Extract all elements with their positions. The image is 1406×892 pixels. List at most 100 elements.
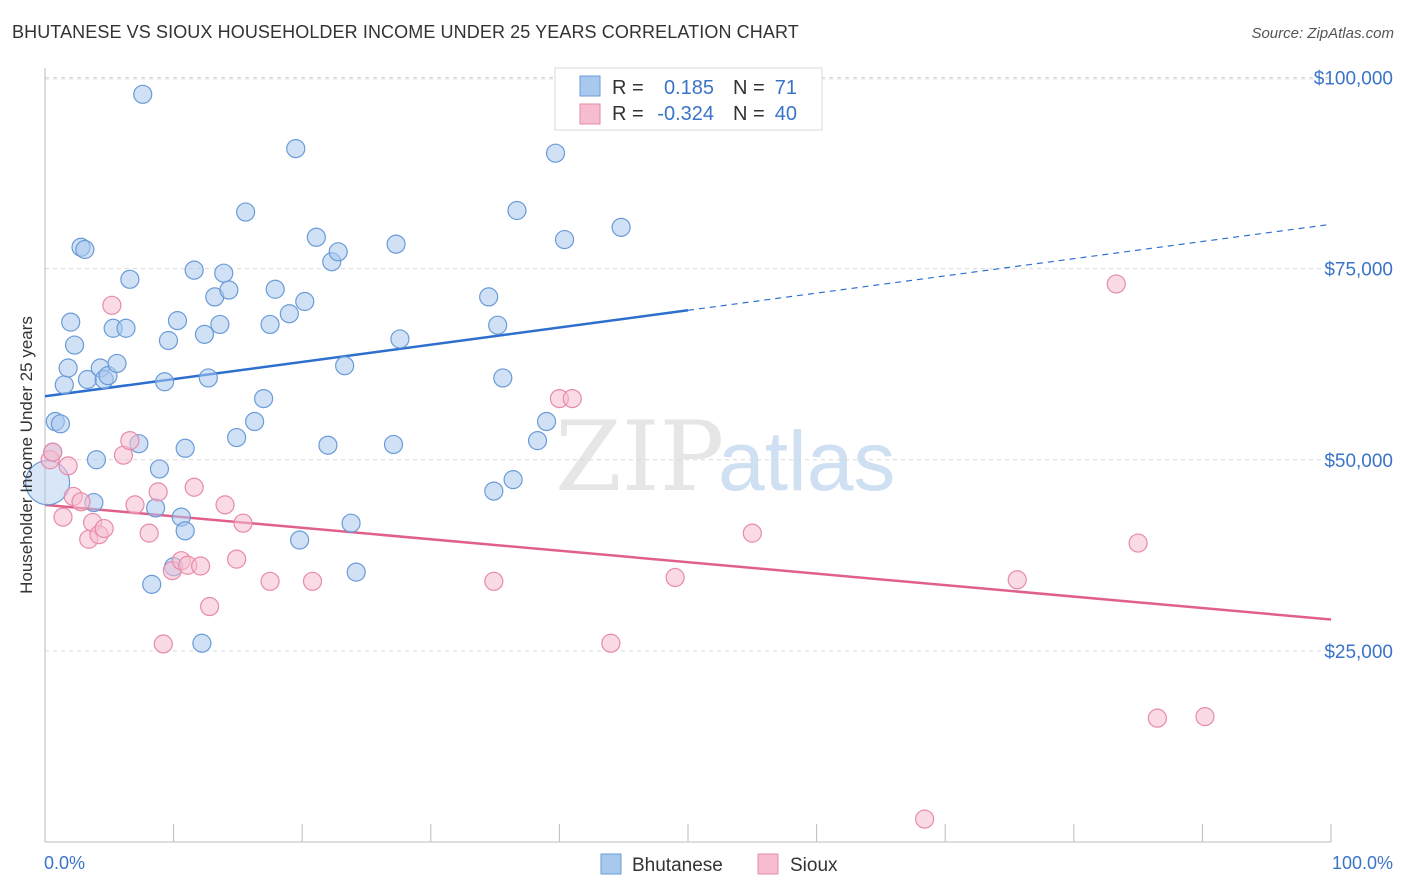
bhutanese-point [210, 314, 230, 335]
sioux-point [1106, 274, 1126, 294]
sioux-point [200, 596, 220, 617]
chart-title: BHUTANESE VS SIOUX HOUSEHOLDER INCOME UN… [12, 22, 799, 42]
bhutanese-point [107, 353, 127, 374]
bhutanese-point [527, 431, 548, 451]
bhutanese-point [290, 530, 310, 550]
bhutanese-point [154, 372, 175, 392]
bhutanese-point [493, 368, 513, 388]
sioux-point [94, 518, 114, 539]
bhutanese-point [133, 84, 153, 104]
series-legend: Bhutanese Sioux [600, 853, 838, 876]
bhutanese-point [75, 239, 95, 260]
bhutanese-point [503, 470, 523, 490]
bhutanese-point [192, 633, 212, 653]
sioux-swatch [579, 103, 601, 125]
bhutanese-trend-line [44, 309, 689, 398]
sioux-point [233, 513, 253, 533]
bhutanese-point [279, 304, 299, 324]
bhutanese-point [120, 269, 140, 289]
bhutanese-point [58, 358, 78, 378]
bhutanese-trend-extension [687, 223, 1332, 311]
bhutanese-point [175, 438, 195, 458]
y-axis-label: Householder Income Under 25 years [17, 316, 36, 594]
bhutanese-point [545, 143, 566, 163]
bhutanese-point [167, 311, 188, 331]
bhutanese-point [484, 481, 504, 501]
bhutanese-point [265, 279, 285, 299]
bhutanese-point [260, 314, 280, 335]
bhutanese-point [536, 411, 557, 432]
sioux-point [665, 567, 685, 588]
sioux-point [120, 431, 140, 451]
y-tick-label: $25,000 [1324, 642, 1393, 663]
sioux-point [1195, 707, 1215, 727]
sioux-point [562, 388, 582, 409]
bhutanese-point [335, 356, 355, 376]
sioux-r-value: -0.324 [657, 103, 714, 125]
bhutanese-point [175, 521, 195, 541]
axes: $25,000 $50,000 $75,000 $100,000 0.0% 100.0% [44, 68, 1393, 873]
bhutanese-point [386, 234, 406, 254]
bhutanese-point [198, 368, 218, 388]
bhutanese-r-value: 0.185 [664, 77, 714, 99]
legend-sioux-swatch [757, 853, 779, 875]
bhutanese-point [61, 312, 81, 332]
bhutanese-point [346, 562, 366, 582]
bhutanese-point [286, 138, 306, 159]
source-label: Source: ZipAtlas.com [1251, 25, 1394, 42]
bhutanese-point [145, 498, 166, 518]
sioux-point [1007, 570, 1027, 590]
bhutanese-point [507, 200, 527, 221]
trend-lines [44, 223, 1332, 621]
sioux-point [102, 295, 122, 315]
bhutanese-point [611, 217, 631, 237]
bhutanese-point [390, 329, 410, 349]
bhutanese-r-label: R = [612, 77, 644, 99]
watermark-atlas: atlas [718, 414, 895, 508]
bhutanese-point [254, 388, 274, 409]
sioux-point [1147, 708, 1167, 728]
sioux-point [484, 571, 504, 591]
sioux-point [139, 523, 159, 543]
legend-bhutanese-label: Bhutanese [632, 855, 723, 876]
sioux-point [260, 571, 280, 591]
bhutanese-point [341, 513, 361, 533]
sioux-point [1128, 533, 1148, 553]
sioux-point [302, 571, 323, 591]
bhutanese-point [194, 324, 215, 344]
sioux-point [601, 633, 621, 653]
bhutanese-point [236, 202, 256, 222]
sioux-point [191, 556, 211, 576]
sioux-point [915, 809, 935, 829]
sioux-point [227, 549, 247, 569]
sioux-n-label: N = [733, 103, 765, 125]
bhutanese-point [214, 263, 234, 283]
bhutanese-point [158, 330, 179, 351]
bhutanese-point [54, 375, 74, 395]
bhutanese-n-label: N = [733, 77, 765, 99]
stats-legend: R = 0.185 N = 71 R = -0.324 N = 40 [554, 67, 823, 131]
sioux-point [184, 477, 204, 497]
sioux-point [125, 495, 145, 515]
bhutanese-point [318, 435, 338, 455]
legend-bhutanese-swatch [600, 853, 622, 875]
sioux-r-label: R = [612, 103, 644, 125]
bhutanese-point [328, 242, 348, 262]
bhutanese-point [142, 574, 162, 594]
y-tick-label: $100,000 [1314, 69, 1393, 90]
legend-sioux-label: Sioux [790, 855, 838, 876]
bhutanese-swatch [579, 75, 601, 97]
sioux-point [71, 492, 91, 512]
x-tick-label-min: 0.0% [44, 853, 85, 873]
sioux-trend-line [44, 503, 1332, 621]
bhutanese-point [116, 318, 136, 338]
bhutanese-point [479, 287, 499, 307]
bhutanese-point [64, 335, 85, 355]
bhutanese-point [306, 227, 326, 247]
bhutanese-n-value: 71 [775, 77, 797, 99]
sioux-point [43, 442, 63, 462]
sioux-point [58, 456, 78, 476]
bhutanese-point [245, 411, 265, 432]
bhutanese-point [488, 315, 508, 335]
